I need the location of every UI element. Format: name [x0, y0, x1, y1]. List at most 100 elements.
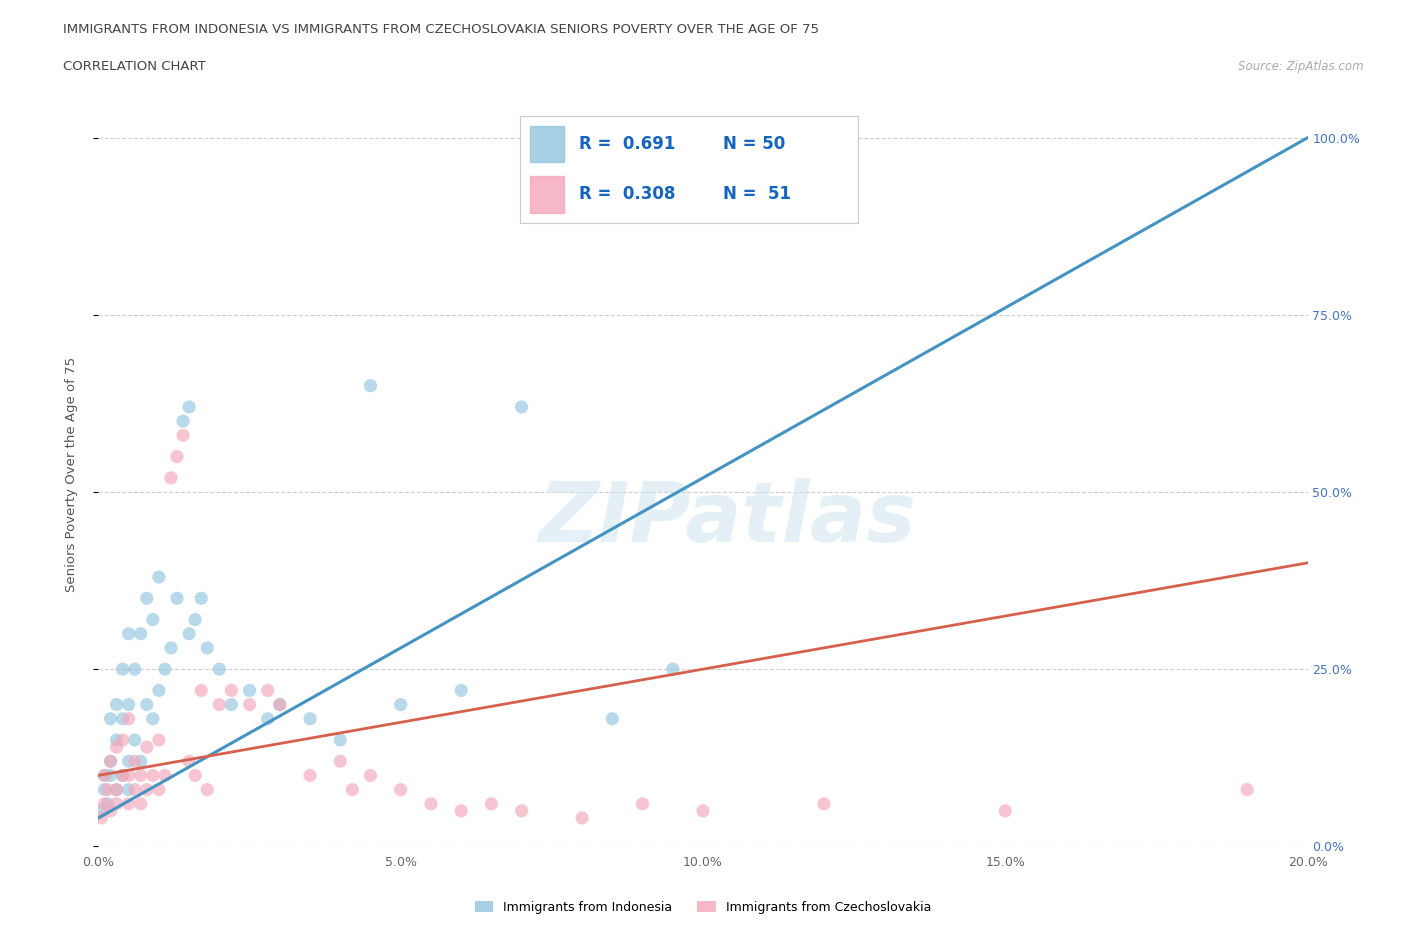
Point	[148, 683, 170, 698]
Point	[124, 754, 146, 769]
Point	[153, 768, 176, 783]
Point	[96, 782, 118, 797]
Point	[90, 804, 112, 818]
Point	[105, 796, 128, 811]
Point	[100, 754, 122, 769]
Point	[142, 768, 165, 783]
Point	[111, 662, 134, 677]
Point	[450, 804, 472, 818]
Point	[1236, 782, 1258, 797]
Point	[195, 641, 218, 656]
Point	[148, 733, 170, 748]
Bar	[530, 176, 564, 213]
Point	[118, 782, 141, 797]
Point	[195, 782, 218, 797]
Text: ZIPatlas: ZIPatlas	[538, 478, 917, 560]
Point	[342, 782, 364, 797]
Point	[994, 804, 1017, 818]
Point	[631, 796, 654, 811]
Point	[90, 811, 112, 826]
Point	[111, 711, 134, 726]
Point	[329, 733, 352, 748]
Point	[510, 804, 533, 818]
Point	[662, 662, 685, 677]
Point	[221, 698, 243, 712]
Point	[160, 471, 183, 485]
Bar	[530, 126, 564, 162]
Point	[93, 768, 115, 783]
Point	[100, 711, 122, 726]
Point	[124, 782, 146, 797]
Point	[153, 662, 176, 677]
Point	[481, 796, 503, 811]
Point	[148, 569, 170, 584]
Point	[269, 698, 291, 712]
Point	[105, 782, 128, 797]
Point	[723, 144, 745, 159]
Point	[135, 698, 157, 712]
Text: R =  0.308: R = 0.308	[579, 185, 676, 204]
Point	[118, 711, 141, 726]
Point	[118, 698, 141, 712]
Point	[190, 591, 212, 605]
Point	[100, 754, 122, 769]
Point	[329, 754, 352, 769]
Point	[389, 782, 412, 797]
Point	[142, 711, 165, 726]
Point	[124, 733, 146, 748]
Point	[105, 782, 128, 797]
Point	[208, 662, 231, 677]
Point	[148, 782, 170, 797]
Point	[510, 400, 533, 415]
Point	[256, 683, 278, 698]
Point	[118, 796, 141, 811]
Point	[166, 449, 188, 464]
Point	[172, 428, 194, 443]
Point	[129, 626, 152, 641]
Point	[172, 414, 194, 429]
Point	[299, 768, 322, 783]
Point	[129, 796, 152, 811]
Point	[190, 683, 212, 698]
Point	[118, 768, 141, 783]
Point	[269, 698, 291, 712]
Point	[111, 733, 134, 748]
Point	[105, 733, 128, 748]
Point	[105, 739, 128, 754]
Point	[179, 754, 201, 769]
Point	[360, 768, 382, 783]
Point	[208, 698, 231, 712]
Point	[420, 796, 443, 811]
Point	[100, 804, 122, 818]
Point	[256, 711, 278, 726]
Legend: Immigrants from Indonesia, Immigrants from Czechoslovakia: Immigrants from Indonesia, Immigrants fr…	[470, 897, 936, 919]
Point	[124, 662, 146, 677]
Text: R =  0.691: R = 0.691	[579, 135, 676, 153]
Text: N = 50: N = 50	[723, 135, 785, 153]
Point	[179, 626, 201, 641]
Point	[813, 796, 835, 811]
Point	[239, 698, 262, 712]
Point	[179, 400, 201, 415]
Point	[160, 641, 183, 656]
Point	[692, 804, 714, 818]
Point	[571, 811, 593, 826]
Point	[299, 711, 322, 726]
Point	[166, 591, 188, 605]
Point	[221, 683, 243, 698]
Point	[100, 768, 122, 783]
Point	[389, 698, 412, 712]
Point	[135, 739, 157, 754]
Point	[129, 768, 152, 783]
Point	[105, 698, 128, 712]
Point	[96, 796, 118, 811]
Point	[118, 626, 141, 641]
Point	[111, 768, 134, 783]
Point	[239, 683, 262, 698]
Point	[360, 379, 382, 393]
Point	[129, 754, 152, 769]
Point	[184, 612, 207, 627]
Y-axis label: Seniors Poverty Over the Age of 75: Seniors Poverty Over the Age of 75	[65, 357, 77, 591]
Point	[93, 782, 115, 797]
Point	[93, 768, 115, 783]
